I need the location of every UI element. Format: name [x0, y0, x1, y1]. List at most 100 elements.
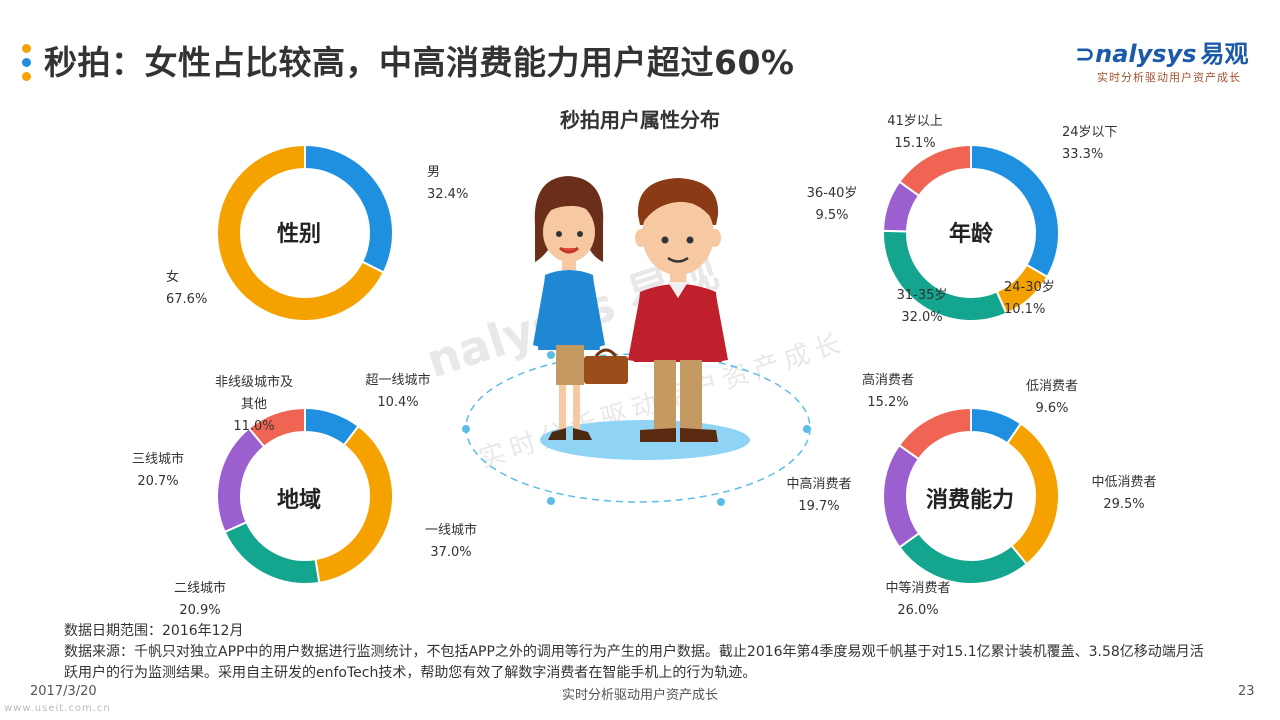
logo-tagline: 实时分析驱动用户资产成长	[1097, 71, 1241, 84]
slice-label: 非线级城市及 其他 11.0%	[213, 372, 295, 438]
slice-label: 41岁以上 15.1%	[885, 111, 945, 155]
slice-label-value: 67.6%	[166, 292, 208, 307]
logo-cn: 易观	[1200, 40, 1249, 68]
donut-slice	[223, 520, 321, 585]
donut-center-consumption: 消费能力	[926, 488, 1015, 513]
man-figure	[628, 178, 728, 442]
slice-label: 二线城市 20.9%	[172, 578, 228, 622]
slice-label-name: 二线城市	[173, 581, 226, 596]
watermark-url: www.useit.com.cn	[4, 703, 111, 714]
slice-label: 高消费者 15.2%	[860, 370, 916, 414]
bullet-dot-1	[22, 44, 31, 53]
slice-label: 24岁以下 33.3%	[1062, 122, 1118, 166]
donut-slice	[898, 531, 1029, 586]
slice-label-value: 15.1%	[894, 136, 936, 151]
donut-center-region: 地域	[277, 488, 322, 513]
slice-label-value: 9.5%	[815, 208, 849, 223]
slice-label-value: 32.0%	[901, 310, 943, 325]
donut-slice	[898, 143, 972, 198]
page-title: 秒拍：女性占比较高，中高消费能力用户超过60%	[44, 43, 795, 82]
chart-subtitle: 秒拍用户属性分布	[560, 108, 720, 132]
donut-slice	[882, 443, 921, 549]
donut-slice	[1005, 422, 1061, 566]
donut-chart-age	[882, 143, 1060, 322]
slice-label: 低消费者 9.6%	[1024, 376, 1080, 420]
slice-label-value: 20.7%	[137, 474, 179, 489]
slice-label-value: 19.7%	[798, 499, 840, 514]
slice-label-value: 9.6%	[1035, 401, 1069, 416]
people-illustration	[462, 176, 811, 506]
slice-label-value: 32.4%	[427, 187, 469, 202]
slice-label-name: 超一线城市	[365, 373, 431, 388]
page-number: 23	[1238, 684, 1255, 699]
slice-label: 女 67.6%	[166, 267, 207, 311]
analysys-logo: ⊃nalysys 易观 实时分析驱动用户资产成长	[1075, 34, 1249, 85]
donut-slice	[216, 426, 266, 534]
slice-label-value: 11.0%	[233, 419, 275, 434]
slice-label: 24-30岁 10.1%	[1004, 277, 1055, 321]
slice-label-name: 中低消费者	[1091, 475, 1157, 490]
logo-en: nalysys	[1095, 40, 1197, 68]
donut-slice	[304, 143, 394, 274]
slice-label: 三线城市 20.7%	[130, 449, 186, 493]
footer-tagline: 实时分析驱动用户资产成长	[561, 688, 718, 703]
slice-label-name: 女	[166, 270, 180, 285]
slice-label-value: 15.2%	[867, 395, 909, 410]
woman-figure	[533, 176, 628, 440]
footer-date: 2017/3/20	[30, 684, 97, 699]
slice-label: 超一线城市 10.4%	[362, 370, 434, 414]
orbit-dot	[717, 498, 725, 506]
slice-label-value: 20.9%	[179, 603, 221, 618]
slice-label-value: 10.1%	[1004, 302, 1046, 317]
slice-label-name: 24岁以下	[1062, 125, 1118, 140]
donut-slice	[247, 406, 306, 449]
title-bullet-dots	[22, 44, 32, 86]
slice-label-value: 10.4%	[377, 395, 419, 410]
logo-main: ⊃nalysys 易观	[1075, 34, 1249, 69]
bullet-dot-2	[22, 58, 31, 67]
donut-slice	[970, 143, 1060, 279]
slice-label-name: 男	[427, 165, 441, 180]
donut-slice	[314, 424, 394, 584]
slice-label-value: 26.0%	[897, 603, 939, 618]
slice-label: 36-40岁 9.5%	[806, 183, 858, 227]
slice-label: 中等消费者 26.0%	[884, 578, 952, 622]
slice-label-name: 中等消费者	[885, 581, 951, 596]
slice-label-name: 一线城市	[424, 523, 477, 538]
donut-center-gender: 性别	[277, 222, 322, 247]
source-note: 数据来源：千帆只对独立APP中的用户数据进行监测统计，不包括APP之外的调用等行…	[64, 644, 1204, 681]
slice-label-name: 高消费者	[861, 373, 914, 388]
slice-label-name-2: 其他	[240, 397, 267, 412]
slice-label-name: 中高消费者	[786, 477, 852, 492]
donut-slice	[897, 406, 972, 461]
orbit-dot	[547, 351, 555, 359]
slice-label: 中低消费者 29.5%	[1090, 472, 1158, 516]
donut-chart-consumption	[882, 406, 1061, 586]
donut-chart-gender	[216, 143, 394, 322]
slice-label: 一线城市 37.0%	[422, 520, 480, 564]
slice-label-name: 24-30岁	[1004, 280, 1055, 295]
donut-center-age: 年龄	[949, 222, 994, 247]
donut-chart-region	[216, 406, 394, 585]
slice-label-name: 三线城市	[131, 452, 184, 467]
slice-label-name: 低消费者	[1025, 379, 1078, 394]
date-range-note: 数据日期范围：2016年12月	[64, 623, 244, 639]
bullet-dot-3	[22, 72, 31, 81]
slice-label-value: 29.5%	[1103, 497, 1145, 512]
donut-slice	[216, 143, 386, 322]
slice-label-name: 非线级城市及	[214, 375, 293, 390]
orbit-dot	[547, 497, 555, 505]
orbit-dot	[803, 425, 811, 433]
slice-label: 中高消费者 19.7%	[785, 474, 853, 518]
data-notes: 数据日期范围：2016年12月 数据来源：千帆只对独立APP中的用户数据进行监测…	[64, 621, 1214, 684]
slice-label: 男 32.4%	[427, 162, 468, 206]
slice-label-value: 33.3%	[1062, 147, 1104, 162]
orbit-dot	[462, 425, 470, 433]
logo-a-mark: ⊃	[1075, 40, 1096, 68]
slice-label-name: 31-35岁	[896, 288, 948, 303]
slice-label: 31-35岁 32.0%	[895, 285, 949, 329]
slice-label-name: 36-40岁	[806, 186, 858, 201]
slice-label-name: 41岁以上	[887, 114, 943, 129]
slice-label-value: 37.0%	[430, 545, 472, 560]
